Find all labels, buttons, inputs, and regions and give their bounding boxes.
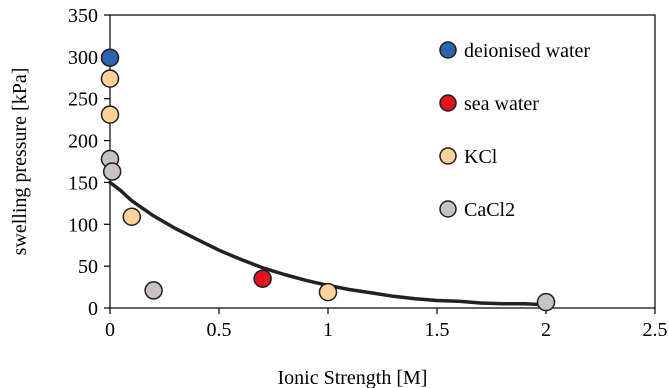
trend-line xyxy=(108,180,548,307)
x-tick-label: 2 xyxy=(541,319,551,341)
legend-label-cacl2: CaCl2 xyxy=(464,199,515,221)
y-tick-label: 350 xyxy=(68,5,98,27)
legend: deionised water sea water KCl CaCl2 xyxy=(439,40,590,221)
x-tick-label: 1 xyxy=(323,319,333,341)
x-tick-label: 1.5 xyxy=(425,319,450,341)
data-point-cacl2 xyxy=(144,281,163,300)
legend-marker-deionised-water xyxy=(439,41,457,59)
x-tick-label: 0 xyxy=(105,319,115,341)
data-point-kcl xyxy=(318,282,338,302)
y-tick-label: 300 xyxy=(68,47,98,69)
legend-marker-cacl2 xyxy=(439,200,457,218)
x-tick-label: 2.5 xyxy=(643,319,668,341)
y-tick-label: 100 xyxy=(68,214,98,236)
y-axis-title: swelling pressure [kPa] xyxy=(9,68,31,256)
legend-marker-sea-water xyxy=(439,94,457,112)
data-point-cacl2 xyxy=(536,292,556,312)
data-points xyxy=(100,48,556,312)
data-point-kcl xyxy=(100,69,120,88)
legend-label-kcl: KCl xyxy=(464,146,498,168)
y-tick-label: 50 xyxy=(78,256,98,278)
data-point-deionised-water xyxy=(100,48,120,67)
x-axis-title: Ionic Strength [M] xyxy=(278,367,428,388)
y-axis: 0 50 100 150 200 250 300 350 xyxy=(68,5,110,320)
data-point-kcl xyxy=(100,105,120,124)
legend-label-sea-water: sea water xyxy=(464,93,539,115)
y-tick-label: 200 xyxy=(68,131,98,153)
data-point-sea-water xyxy=(253,269,272,288)
x-tick-label: 0.5 xyxy=(207,319,232,341)
legend-marker-kcl xyxy=(439,147,457,165)
trend-line-group xyxy=(108,180,548,307)
y-tick-label: 0 xyxy=(88,298,98,320)
y-tick-label: 150 xyxy=(68,172,98,194)
y-tick-label: 250 xyxy=(68,89,98,111)
data-point-kcl xyxy=(122,207,142,227)
data-point-cacl2 xyxy=(102,162,122,181)
legend-label-deionised-water: deionised water xyxy=(464,40,590,62)
